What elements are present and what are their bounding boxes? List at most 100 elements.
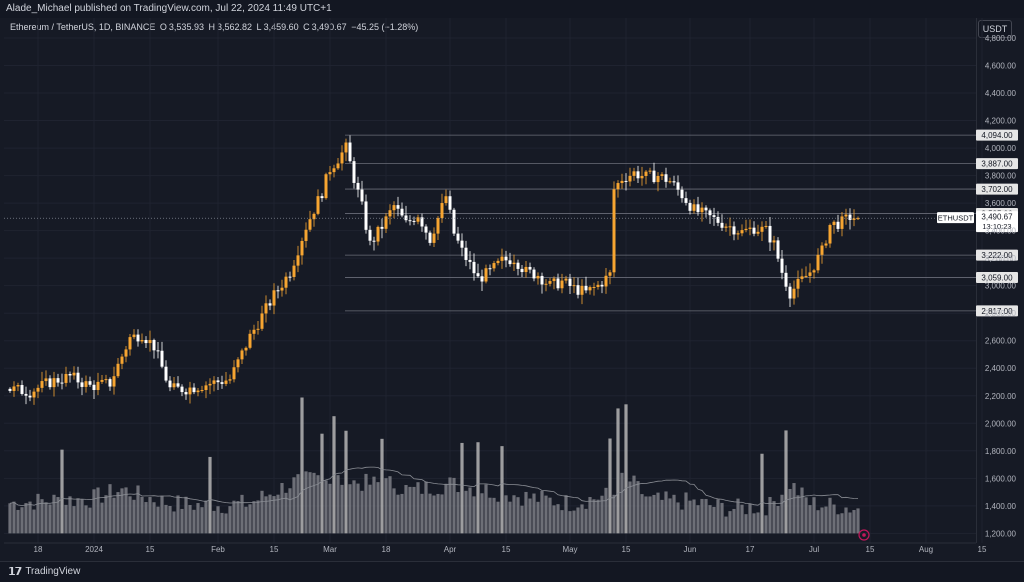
volume-bar bbox=[512, 495, 516, 534]
candle-body bbox=[472, 261, 476, 274]
candle-body bbox=[732, 226, 736, 235]
candle-body bbox=[16, 385, 20, 387]
candle-body bbox=[796, 278, 800, 289]
volume-bar bbox=[816, 510, 820, 534]
candle-body bbox=[148, 339, 152, 344]
volume-bar bbox=[712, 506, 716, 534]
candle-body bbox=[92, 384, 96, 391]
candle-body bbox=[640, 175, 644, 179]
volume-bar bbox=[848, 512, 852, 534]
volume-bar bbox=[704, 499, 708, 534]
volume-bar bbox=[160, 495, 164, 534]
volume-bar bbox=[736, 498, 740, 534]
volume-bar bbox=[136, 485, 140, 534]
candle-body bbox=[532, 269, 536, 279]
volume-bar bbox=[472, 496, 476, 534]
time-tick-label: 2024 bbox=[85, 545, 103, 554]
candle-body bbox=[856, 218, 860, 220]
candle-body bbox=[88, 381, 92, 385]
candle-body bbox=[468, 259, 472, 262]
volume-bars bbox=[8, 397, 860, 534]
candle-body bbox=[616, 183, 620, 190]
volume-bar bbox=[536, 501, 540, 534]
volume-bar bbox=[748, 503, 752, 534]
volume-bar bbox=[672, 494, 676, 534]
volume-bar bbox=[280, 482, 284, 534]
current-price-tag bbox=[976, 211, 1018, 233]
volume-bar bbox=[100, 502, 104, 534]
volume-bar bbox=[684, 492, 688, 534]
candle-body bbox=[708, 210, 712, 216]
time-tick-label: Mar bbox=[323, 545, 337, 554]
volume-bar bbox=[104, 495, 108, 534]
volume-bar bbox=[392, 488, 396, 534]
candle-body bbox=[524, 266, 528, 273]
candle-body bbox=[132, 334, 136, 338]
volume-bar bbox=[632, 475, 636, 534]
candle-body bbox=[552, 278, 556, 282]
volume-bar bbox=[852, 510, 856, 534]
currency-badge[interactable]: USDT bbox=[978, 20, 1012, 38]
countdown-label: 13:10:23 bbox=[982, 222, 1011, 231]
candle-body bbox=[220, 382, 224, 384]
volume-bar bbox=[612, 494, 616, 534]
candle-body bbox=[256, 328, 260, 330]
volume-bar bbox=[844, 507, 848, 534]
candle-body bbox=[116, 363, 120, 377]
volume-bar bbox=[204, 500, 208, 534]
volume-bar bbox=[412, 486, 416, 534]
volume-bar bbox=[220, 512, 224, 534]
volume-bar bbox=[528, 498, 532, 534]
volume-bar bbox=[376, 482, 380, 534]
event-marker-icon bbox=[858, 529, 870, 541]
candle-body bbox=[120, 356, 124, 364]
volume-bar bbox=[432, 495, 436, 534]
brand[interactable]: 𝟭𝟳 TradingView bbox=[8, 565, 80, 578]
candle-body bbox=[588, 287, 592, 291]
candle-body bbox=[356, 182, 360, 190]
publisher-bar: Alade_Michael published on TradingView.c… bbox=[0, 0, 1024, 18]
candle-body bbox=[136, 334, 140, 342]
candle-body bbox=[488, 268, 492, 270]
level-price-tag bbox=[976, 158, 1018, 170]
candle-body bbox=[460, 240, 464, 248]
volume-bar bbox=[668, 498, 672, 534]
price-axis-labels: 4,800.00 4,600.00 4,400.00 4,200.00 4,000.00… bbox=[985, 34, 1017, 538]
price-tick-label: 4,200.00 bbox=[985, 117, 1017, 126]
candle-body bbox=[576, 285, 580, 295]
volume-bar bbox=[440, 494, 444, 534]
symbol-title[interactable]: Ethereum / TetherUS, 1D, BINANCE bbox=[10, 22, 156, 32]
volume-bar bbox=[532, 493, 536, 534]
candle-body bbox=[752, 227, 756, 234]
candle-body bbox=[388, 210, 392, 217]
candle-body bbox=[60, 382, 64, 384]
candle-body bbox=[372, 240, 376, 242]
volume-bar bbox=[700, 498, 704, 534]
candle-body bbox=[424, 226, 428, 233]
volume-bar bbox=[176, 495, 180, 534]
candle-body bbox=[152, 339, 156, 351]
time-tick-label: 18 bbox=[382, 545, 391, 554]
candle-body bbox=[288, 276, 292, 278]
candle-body bbox=[348, 142, 352, 162]
candle-body bbox=[452, 209, 456, 234]
candle-body bbox=[628, 175, 632, 182]
candle-body bbox=[176, 383, 180, 387]
volume-bar bbox=[112, 497, 116, 534]
volume-bar bbox=[368, 484, 372, 534]
volume-bar bbox=[640, 494, 644, 534]
candle-body bbox=[448, 196, 452, 210]
horizontal-levels[interactable]: 4,094.003,887.003,702.003,525.003,222.00… bbox=[345, 129, 1018, 317]
candle-body bbox=[300, 240, 304, 256]
candle-body bbox=[544, 283, 548, 285]
volume-bar bbox=[168, 505, 172, 534]
candle-body bbox=[304, 229, 308, 241]
volume-bar bbox=[732, 508, 736, 534]
volume-bar bbox=[124, 487, 128, 534]
candle-body bbox=[328, 172, 332, 175]
candle-body bbox=[580, 285, 584, 295]
candle-body bbox=[352, 161, 356, 183]
volume-bar bbox=[760, 453, 764, 534]
time-axis-labels: 18 2024 15 Feb 15 Mar 18 Apr 15 May 15 Jun 17 Jul 15 Au… bbox=[4, 542, 987, 554]
